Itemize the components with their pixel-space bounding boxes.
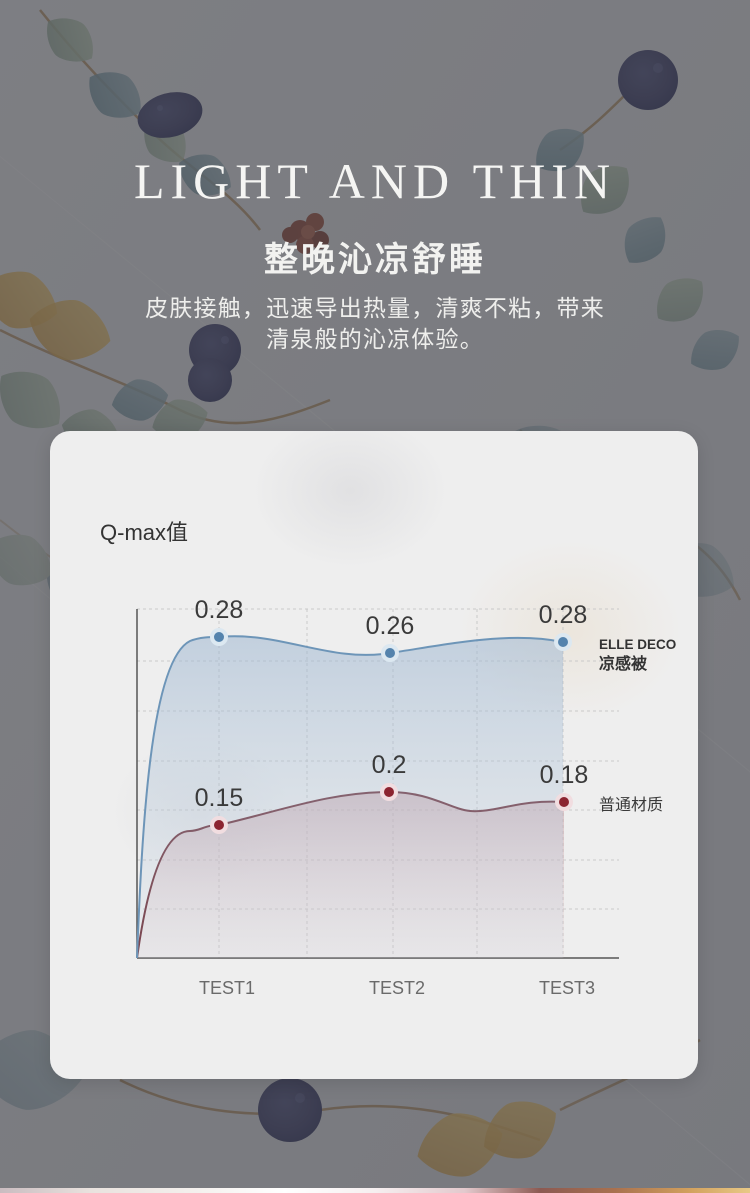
svg-text:普通材质: 普通材质: [599, 796, 663, 814]
svg-text:TEST2: TEST2: [369, 978, 425, 998]
svg-text:0.28: 0.28: [195, 596, 244, 624]
svg-text:0.2: 0.2: [372, 751, 407, 779]
svg-text:凉感被: 凉感被: [599, 654, 648, 673]
svg-text:ELLE DECO: ELLE DECO: [599, 637, 676, 652]
svg-text:TEST1: TEST1: [199, 978, 255, 998]
svg-text:0.15: 0.15: [195, 784, 244, 812]
svg-text:0.26: 0.26: [366, 612, 415, 640]
svg-text:TEST3: TEST3: [539, 978, 595, 998]
svg-text:0.18: 0.18: [540, 761, 589, 789]
svg-text:0.28: 0.28: [539, 601, 588, 629]
